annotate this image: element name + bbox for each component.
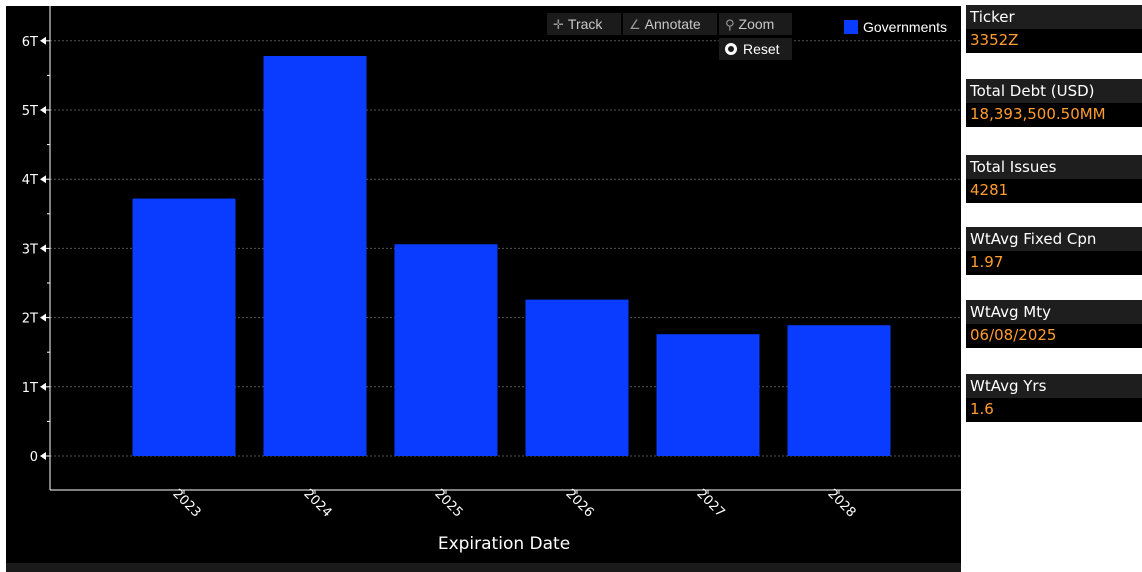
y-tick-marker xyxy=(40,106,46,114)
magnifier-icon: ⚲ xyxy=(725,17,735,32)
y-tick-marker xyxy=(40,382,46,391)
stat-total-issues: Total Issues 4281 xyxy=(966,155,1142,203)
stat-value: 06/08/2025 xyxy=(966,324,1142,348)
y-tick-marker xyxy=(40,244,46,253)
track-button[interactable]: ✛ Track xyxy=(547,13,621,35)
bar-2026[interactable] xyxy=(525,299,629,456)
bar-chart: 0 1T 2T 3T 4T 5T 6T 2023 2024 2025 2026 2027 2028 Ex… xyxy=(22,6,961,554)
reset-label: Reset xyxy=(743,41,780,57)
chart-legend[interactable]: Governments xyxy=(844,16,947,38)
stat-ticker: Ticker 3352Z xyxy=(966,5,1142,53)
annotate-button[interactable]: ∠ Annotate xyxy=(623,13,717,35)
stat-label: Total Debt (USD) xyxy=(966,79,1142,103)
y-tick-label: 4T xyxy=(22,173,38,188)
crosshair-icon: ✛ xyxy=(553,17,564,32)
reset-button[interactable]: Reset xyxy=(719,38,792,60)
zoom-label: Zoom xyxy=(738,16,775,32)
y-tick-marker xyxy=(40,175,46,184)
legend-swatch xyxy=(844,20,858,34)
stat-label: WtAvg Fixed Cpn xyxy=(966,227,1142,251)
y-tick-marker xyxy=(40,36,46,45)
x-tick-label: 2027 xyxy=(693,487,727,521)
annotate-label: Annotate xyxy=(644,16,701,32)
bar-2028[interactable] xyxy=(787,325,891,456)
stat-total-debt: Total Debt (USD) 18,393,500.50MM xyxy=(966,79,1142,127)
bar-2024[interactable] xyxy=(263,56,367,457)
bar-2027[interactable] xyxy=(656,334,760,456)
zoom-button[interactable]: ⚲ Zoom xyxy=(719,13,792,35)
y-tick-label: 1T xyxy=(22,381,38,396)
x-tick-label: 2028 xyxy=(824,487,858,521)
stat-label: WtAvg Yrs xyxy=(966,374,1142,398)
y-tick-label: 2T xyxy=(22,312,38,327)
y-tick-label: 6T xyxy=(22,35,38,50)
stats-panel: Ticker 3352Z Total Debt (USD) 18,393,500… xyxy=(963,0,1142,572)
chart-panel: 0 1T 2T 3T 4T 5T 6T 2023 2024 2025 2026 2027 2028 Ex… xyxy=(6,6,961,566)
stat-wtavg-yrs: WtAvg Yrs 1.6 xyxy=(966,374,1142,422)
y-tick-label: 3T xyxy=(22,242,38,257)
bar-2025[interactable] xyxy=(394,244,498,456)
stat-value: 18,393,500.50MM xyxy=(966,103,1142,127)
x-axis-title: Expiration Date xyxy=(438,534,570,554)
x-tick-label: 2026 xyxy=(562,487,596,521)
stat-label: Ticker xyxy=(966,5,1142,29)
stat-value: 4281 xyxy=(966,179,1142,203)
x-tick-label: 2025 xyxy=(431,487,465,521)
reset-icon xyxy=(725,43,737,55)
stat-label: WtAvg Mty xyxy=(966,300,1142,324)
chart-bottom-strip xyxy=(6,563,961,572)
x-tick-label: 2023 xyxy=(169,487,203,521)
y-tick-marker xyxy=(40,313,46,322)
stat-value: 3352Z xyxy=(966,29,1142,53)
track-label: Track xyxy=(567,16,603,32)
stat-label: Total Issues xyxy=(966,155,1142,179)
axes xyxy=(40,6,961,494)
bar-2023[interactable] xyxy=(132,198,236,457)
stat-value: 1.6 xyxy=(966,398,1142,422)
y-tick-marker xyxy=(40,452,46,460)
stat-value: 1.97 xyxy=(966,251,1142,275)
pencil-icon: ∠ xyxy=(629,17,641,32)
y-tick-label: 0 xyxy=(30,450,38,465)
legend-label: Governments xyxy=(863,19,948,35)
stat-wtavg-fixed-cpn: WtAvg Fixed Cpn 1.97 xyxy=(966,227,1142,275)
bars xyxy=(132,56,891,457)
y-tick-label: 5T xyxy=(22,104,38,119)
stat-wtavg-mty: WtAvg Mty 06/08/2025 xyxy=(966,300,1142,348)
x-tick-label: 2024 xyxy=(300,487,334,521)
